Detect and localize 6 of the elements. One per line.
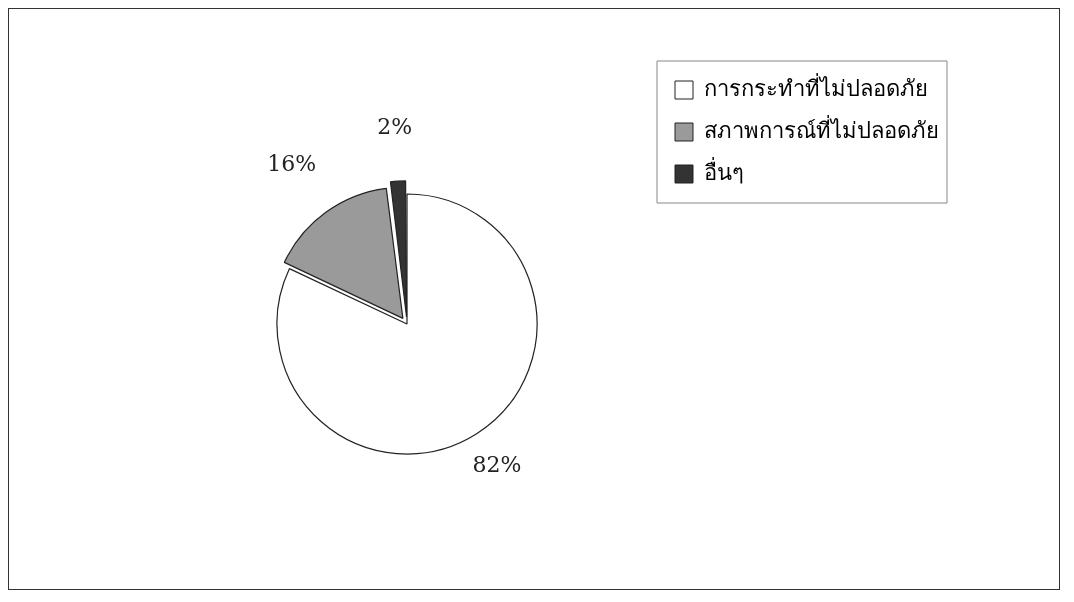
legend-label: อื่นๆ [704, 156, 744, 185]
data-label: 2% [377, 114, 413, 140]
legend-label: สภาพการณ์ที่ไม่ปลอดภัย [704, 114, 939, 143]
data-label: 16% [267, 151, 317, 177]
legend-label: การกระทำที่ไม่ปลอดภัย [704, 72, 928, 101]
data-label: 82% [472, 451, 522, 477]
